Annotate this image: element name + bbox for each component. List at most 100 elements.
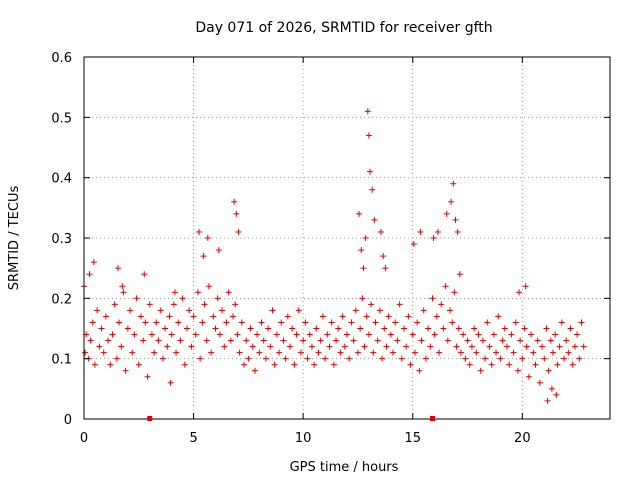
y-tick-label: 0: [64, 413, 72, 428]
data-point: [369, 186, 376, 193]
data-point: [141, 271, 148, 278]
data-point: [142, 319, 149, 326]
data-point: [574, 331, 581, 338]
data-point: [197, 355, 204, 362]
data-point: [477, 367, 484, 374]
data-point: [530, 349, 537, 356]
data-point: [223, 319, 230, 326]
data-point: [425, 325, 432, 332]
data-point: [231, 198, 238, 205]
data-point: [322, 355, 329, 362]
data-point: [403, 343, 410, 350]
data-point: [153, 319, 160, 326]
y-tick-label: 0.4: [51, 172, 72, 187]
data-point: [431, 331, 438, 338]
data-point: [293, 331, 300, 338]
data-point: [473, 349, 480, 356]
data-point: [188, 343, 195, 350]
data-point: [558, 319, 565, 326]
y-tick-label: 0.3: [51, 232, 72, 247]
data-point: [105, 337, 112, 344]
data-point: [203, 337, 210, 344]
data-point: [194, 289, 201, 296]
data-point: [522, 283, 529, 290]
data-point: [517, 337, 524, 344]
data-point: [129, 349, 136, 356]
data-point: [484, 319, 491, 326]
data-point: [521, 325, 528, 332]
data-point: [576, 355, 583, 362]
data-point: [578, 319, 585, 326]
data-point: [245, 355, 252, 362]
data-point: [536, 379, 543, 386]
data-point: [243, 337, 250, 344]
data-point: [344, 331, 350, 338]
data-point: [486, 343, 493, 350]
data-point: [114, 265, 121, 272]
data-point: [567, 325, 574, 332]
data-point: [304, 355, 311, 362]
data-point: [199, 319, 206, 326]
data-point: [113, 355, 120, 362]
data-point: [184, 325, 191, 332]
data-point: [409, 331, 416, 338]
chart-title: Day 071 of 2026, SRMTID for receiver gft…: [195, 20, 492, 36]
x-tick-label: 5: [189, 431, 197, 446]
data-point: [133, 295, 140, 302]
data-point: [278, 319, 285, 326]
data-point: [235, 228, 242, 235]
data-point: [497, 355, 504, 362]
plot-frame: [83, 56, 611, 420]
axis-markers: [147, 416, 435, 421]
data-point: [297, 349, 304, 356]
data-point: [90, 259, 97, 266]
data-point: [392, 319, 399, 326]
data-point: [430, 235, 437, 241]
data-point: [545, 367, 552, 374]
data-point: [450, 180, 457, 187]
data-point: [563, 337, 570, 344]
data-point: [157, 307, 164, 314]
data-point: [449, 319, 456, 326]
data-point: [377, 228, 384, 235]
data-point: [107, 361, 114, 368]
data-point: [381, 325, 388, 332]
data-point: [313, 325, 320, 332]
data-point: [482, 355, 489, 362]
data-point: [525, 373, 532, 380]
data-point: [200, 253, 207, 260]
data-point: [550, 349, 557, 356]
data-point: [205, 283, 212, 290]
data-point: [221, 343, 228, 350]
data-point: [137, 313, 144, 320]
data-point: [488, 361, 495, 368]
data-point: [319, 313, 326, 320]
y-tick-label: 0.1: [51, 353, 72, 368]
data-point: [146, 301, 153, 308]
data-point: [499, 337, 506, 344]
data-point: [254, 331, 261, 338]
data-point: [328, 319, 335, 326]
data-point: [455, 325, 462, 332]
data-point: [260, 337, 267, 344]
y-axis-label: SRMTID / TECUs: [7, 186, 22, 291]
data-point: [390, 349, 397, 356]
data-point: [337, 349, 344, 356]
data-point: [127, 307, 134, 314]
data-point: [528, 331, 535, 338]
data-point: [240, 361, 247, 368]
data-point: [468, 343, 475, 350]
data-point: [422, 355, 429, 362]
data-point: [341, 343, 348, 350]
data-point: [543, 325, 550, 332]
data-point: [410, 241, 417, 248]
data-point: [523, 343, 530, 350]
data-point: [135, 361, 142, 368]
data-point: [214, 295, 221, 302]
data-point: [382, 265, 389, 272]
data-point: [475, 331, 482, 338]
data-point: [370, 349, 377, 356]
data-point: [144, 373, 151, 380]
data-point: [547, 337, 554, 344]
data-point: [442, 283, 449, 290]
